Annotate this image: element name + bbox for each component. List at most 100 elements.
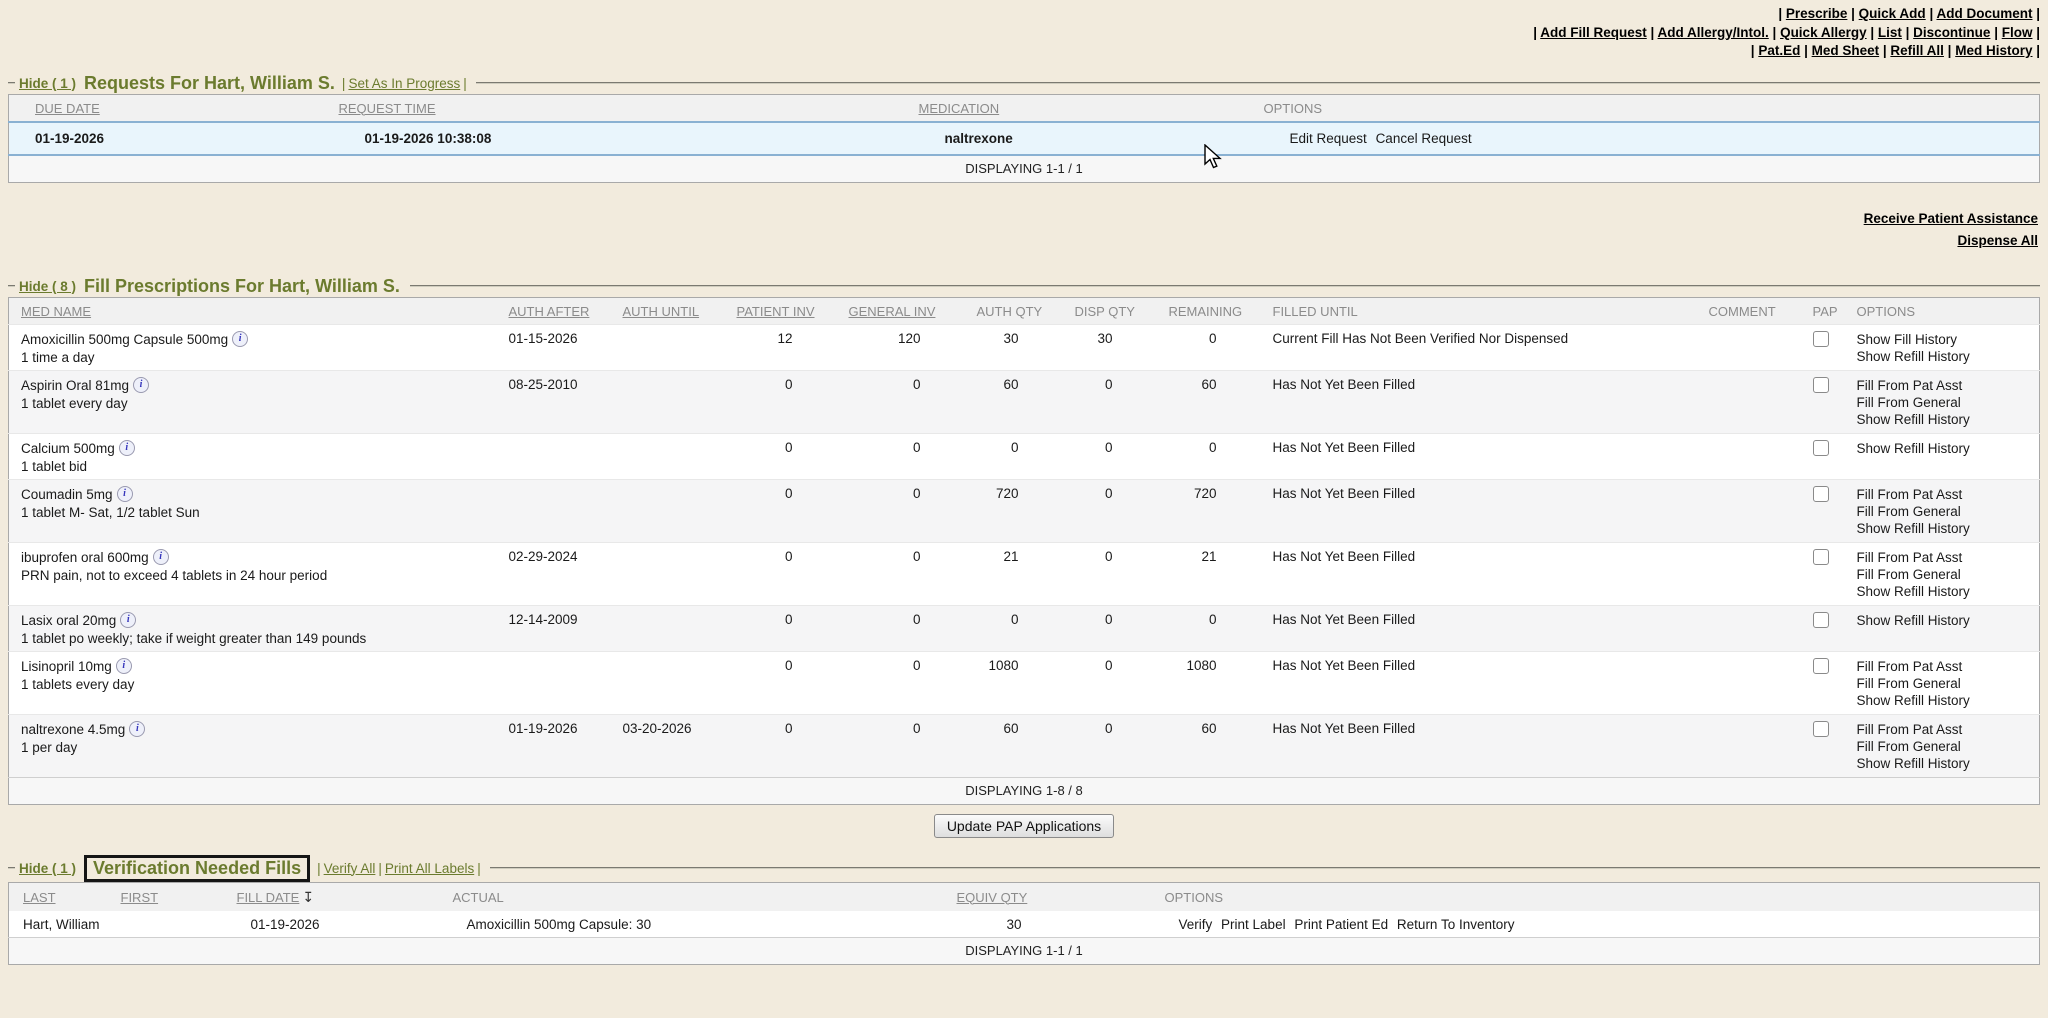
pap-checkbox[interactable] bbox=[1812, 485, 1829, 502]
fill-from-pat-asst-link[interactable]: Fill From Pat Asst bbox=[1856, 658, 1963, 674]
info-icon[interactable]: i bbox=[118, 439, 135, 456]
nav-link-pat-ed[interactable]: Pat.Ed bbox=[1758, 43, 1801, 58]
column-header-fill-date[interactable]: FILL DATE ↧ bbox=[236, 882, 453, 911]
column-header-general-inv[interactable]: GENERAL INV bbox=[848, 297, 977, 324]
column-header-last[interactable]: LAST bbox=[8, 882, 121, 911]
fill-from-general-link[interactable]: Fill From General bbox=[1856, 394, 1961, 410]
column-header-options: OPTIONS bbox=[1856, 297, 2040, 324]
pap-checkbox[interactable] bbox=[1812, 657, 1829, 674]
column-header-medication[interactable]: MEDICATION bbox=[918, 94, 1264, 122]
nav-link-discontinue[interactable]: Discontinue bbox=[1913, 24, 1991, 40]
fill-from-general-link[interactable]: Fill From General bbox=[1856, 566, 1961, 582]
sort-desc-icon[interactable]: ↧ bbox=[302, 888, 315, 905]
return-to-inventory-link[interactable]: Return To Inventory bbox=[1396, 916, 1515, 932]
pap-checkbox[interactable] bbox=[1812, 548, 1829, 565]
nav-link-quick-add[interactable]: Quick Add bbox=[1858, 6, 1926, 21]
set-as-in-progress-link[interactable]: Set As In Progress bbox=[348, 75, 461, 91]
fill-from-general-link[interactable]: Fill From General bbox=[1856, 675, 1961, 691]
fill-from-pat-asst-link[interactable]: Fill From Pat Asst bbox=[1856, 377, 1963, 393]
show-refill-history-link[interactable]: Show Refill History bbox=[1856, 411, 1970, 427]
disp-qty: 0 bbox=[1074, 432, 1169, 479]
request-time: 01-19-2026 10:38:08 bbox=[338, 120, 919, 156]
print-patient-ed-link[interactable]: Print Patient Ed bbox=[1294, 916, 1389, 932]
show-refill-history-link[interactable]: Show Refill History bbox=[1856, 348, 1970, 364]
nav-link-med-history[interactable]: Med History bbox=[1955, 43, 2033, 58]
nav-link-flow[interactable]: Flow bbox=[2001, 24, 2033, 40]
fill-from-general-link[interactable]: Fill From General bbox=[1856, 738, 1961, 754]
disp-qty: 0 bbox=[1074, 478, 1169, 542]
info-icon[interactable]: i bbox=[120, 611, 137, 628]
med-name-text: Calcium 500mg bbox=[21, 440, 115, 456]
info-icon[interactable]: i bbox=[152, 548, 169, 565]
auth-qty: 21 bbox=[976, 541, 1075, 605]
column-label: AUTH UNTIL bbox=[622, 303, 700, 319]
info-icon[interactable]: i bbox=[116, 485, 133, 502]
verification-hide-link[interactable]: Hide ( 1 ) bbox=[19, 860, 77, 876]
show-fill-history-link[interactable]: Show Fill History bbox=[1856, 331, 1958, 347]
auth-until bbox=[622, 478, 737, 542]
info-icon[interactable]: i bbox=[129, 720, 146, 737]
column-header-request-time[interactable]: REQUEST TIME bbox=[338, 94, 919, 122]
nav-link-med-sheet[interactable]: Med Sheet bbox=[1811, 43, 1880, 58]
show-refill-history-link[interactable]: Show Refill History bbox=[1856, 692, 1970, 708]
pap-checkbox[interactable] bbox=[1812, 720, 1829, 737]
show-refill-history-link[interactable]: Show Refill History bbox=[1856, 755, 1970, 771]
requests-hide-link[interactable]: Hide ( 1 ) bbox=[19, 75, 77, 91]
nav-link-add-fill-request[interactable]: Add Fill Request bbox=[1540, 24, 1647, 40]
print-label-link[interactable]: Print Label bbox=[1221, 916, 1286, 932]
column-header-equiv-qty[interactable]: EQUIV QTY bbox=[956, 882, 1165, 911]
pap-checkbox[interactable] bbox=[1812, 611, 1829, 628]
show-refill-history-link[interactable]: Show Refill History bbox=[1856, 440, 1970, 456]
verify-all-link[interactable]: Verify All bbox=[323, 860, 376, 876]
info-icon[interactable]: i bbox=[115, 657, 132, 674]
fills-hide-link[interactable]: Hide ( 8 ) bbox=[19, 278, 77, 294]
separator: | bbox=[1768, 24, 1781, 40]
nav-link-prescribe[interactable]: Prescribe bbox=[1785, 6, 1848, 21]
top-nav: | Prescribe | Quick Add | Add Document |… bbox=[0, 0, 2048, 61]
verification-last: Hart, William bbox=[23, 916, 100, 932]
print-all-labels-link[interactable]: Print All Labels bbox=[384, 860, 475, 876]
separator: | bbox=[1925, 6, 1937, 21]
column-header-med-name[interactable]: MED NAME bbox=[8, 297, 509, 324]
pap-checkbox[interactable] bbox=[1812, 439, 1829, 456]
dispense-all-link[interactable]: Dispense All bbox=[1957, 232, 2038, 248]
column-header-due-date[interactable]: DUE DATE bbox=[8, 94, 339, 122]
cancel-request-link[interactable]: Cancel Request bbox=[1375, 130, 1472, 146]
column-label: PAP bbox=[1812, 303, 1838, 319]
legend-line bbox=[475, 82, 2040, 84]
fill-from-pat-asst-link[interactable]: Fill From Pat Asst bbox=[1856, 549, 1963, 565]
column-label: FILLED UNTIL bbox=[1272, 303, 1358, 319]
column-header-first[interactable]: FIRST bbox=[120, 882, 237, 911]
nav-link-list[interactable]: List bbox=[1877, 24, 1902, 40]
receive-patient-assistance-link[interactable]: Receive Patient Assistance bbox=[1863, 210, 2038, 226]
fill-row-coumadin-5mg: Coumadin 5mg i 1 tablet M- Sat, 1/2 tablet… bbox=[8, 478, 2040, 542]
pap-checkbox[interactable] bbox=[1812, 376, 1829, 393]
fill-from-pat-asst-link[interactable]: Fill From Pat Asst bbox=[1856, 721, 1963, 737]
show-refill-history-link[interactable]: Show Refill History bbox=[1856, 520, 1970, 536]
edit-request-link[interactable]: Edit Request bbox=[1289, 130, 1367, 146]
show-refill-history-link[interactable]: Show Refill History bbox=[1856, 583, 1970, 599]
column-header-patient-inv[interactable]: PATIENT INV bbox=[736, 297, 849, 324]
info-icon[interactable]: i bbox=[232, 330, 249, 347]
request-medication: naltrexone bbox=[918, 120, 1264, 156]
auth-until bbox=[622, 650, 737, 714]
med-cell: Aspirin Oral 81mg i 1 tablet every day bbox=[8, 369, 509, 433]
pap-checkbox[interactable] bbox=[1812, 330, 1829, 347]
comment bbox=[1708, 478, 1813, 542]
fills-legend: Hide ( 8 ) Fill Prescriptions For Hart, … bbox=[8, 276, 2040, 297]
nav-link-add-document[interactable]: Add Document bbox=[1936, 6, 2033, 21]
show-refill-history-link[interactable]: Show Refill History bbox=[1856, 612, 1970, 628]
nav-link-refill-all[interactable]: Refill All bbox=[1890, 43, 1944, 58]
column-header-auth-after[interactable]: AUTH AFTER bbox=[508, 297, 623, 324]
pap-cell bbox=[1812, 432, 1857, 479]
nav-link-quick-allergy[interactable]: Quick Allergy bbox=[1780, 24, 1867, 40]
fill-from-general-link[interactable]: Fill From General bbox=[1856, 503, 1961, 519]
fill-from-pat-asst-link[interactable]: Fill From Pat Asst bbox=[1856, 486, 1963, 502]
update-pap-applications-button[interactable]: Update PAP Applications bbox=[933, 813, 1115, 838]
request-row[interactable]: 01-19-2026 01-19-2026 10:38:08 naltrexon… bbox=[8, 120, 2040, 156]
nav-link-add-allergy-intol[interactable]: Add Allergy/Intol. bbox=[1657, 24, 1769, 40]
info-icon[interactable]: i bbox=[133, 376, 150, 393]
verify-link[interactable]: Verify bbox=[1178, 916, 1213, 932]
column-header-auth-until[interactable]: AUTH UNTIL bbox=[622, 297, 737, 324]
med-sig: 1 per day bbox=[21, 739, 78, 755]
